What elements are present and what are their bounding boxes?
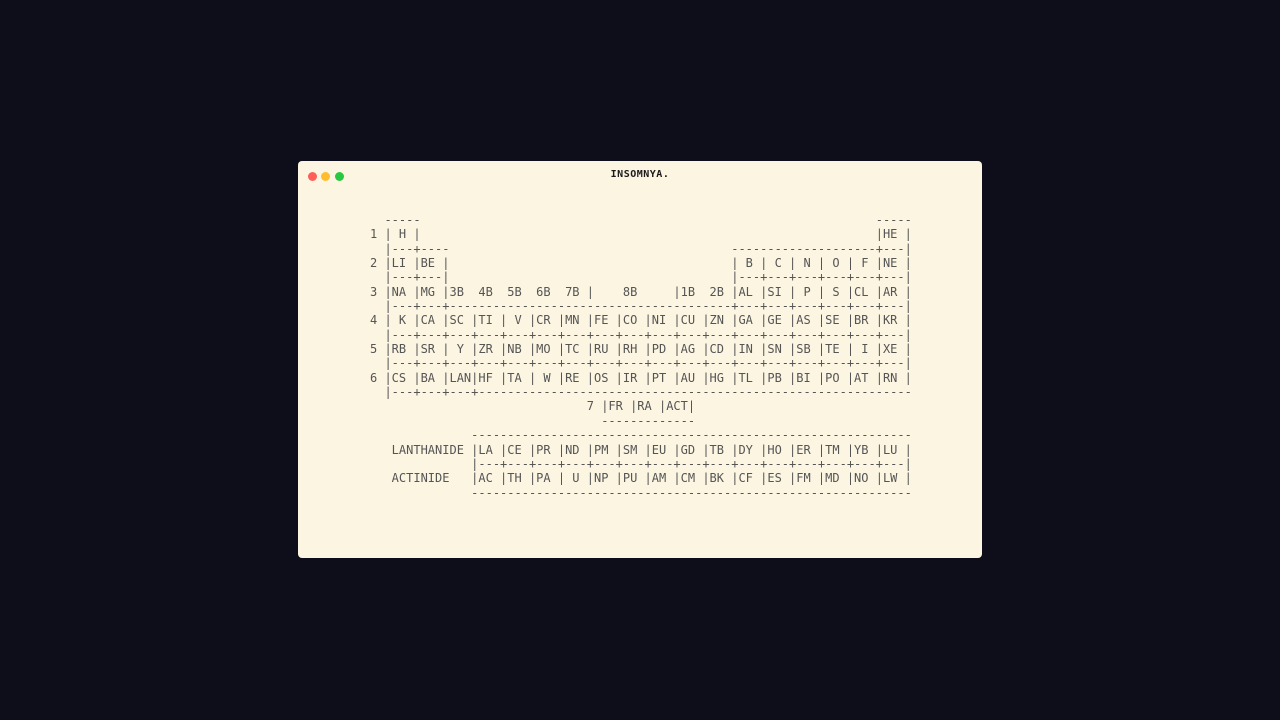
ascii-periodic-table: ----- ----- 1 | H | |HE | |---+---- -- [370,213,912,500]
table-line: |---+---+-------------------------------… [370,299,912,314]
table-line: |---+---+---+---------------------------… [370,385,912,400]
app-window: INSOMNYA. ----- ----- 1 | H | |HE | |---+… [298,161,982,558]
table-line: |---+---+---+---+---+---+---+---+---+---… [370,356,912,371]
minimize-button[interactable] [321,172,330,181]
table-line: LANTHANIDE |LA |CE |PR |ND |PM |SM |EU |… [370,442,912,457]
table-line: |---+---- --------------------+---| [370,241,912,256]
maximize-button[interactable] [335,172,344,181]
table-line: |---+---+---+---+---+---+---+---+---+---… [370,327,912,342]
table-line: 3 |NA |MG |3B 4B 5B 6B 7B | 8B |1B 2B |A… [370,284,912,299]
close-button[interactable] [308,172,317,181]
table-line: |---+---| |---+---+---+---+---+---| [370,270,912,285]
table-line: 5 |RB |SR | Y |ZR |NB |MO |TC |RU |RH |P… [370,342,912,357]
table-line: 6 |CS |BA |LAN|HF |TA | W |RE |OS |IR |P… [370,370,912,385]
table-line: ----------------------------------------… [370,428,912,443]
table-line: 4 | K |CA |SC |TI | V |CR |MN |FE |CO |N… [370,313,912,328]
table-line: ------------- [370,413,696,428]
table-line: ACTINIDE |AC |TH |PA | U |NP |PU |AM |CM… [370,471,912,486]
table-line: ----- ----- [370,213,912,227]
table-line: 7 |FR |RA |ACT| [370,399,696,414]
table-line: 2 |LI |BE | | B | C | N | O | F |NE | [370,256,912,271]
window-title: INSOMNYA. [610,169,670,180]
table-line: ----------------------------------------… [370,485,912,500]
table-line: |---+---+---+---+---+---+---+---+---+---… [370,456,912,471]
table-line: 1 | H | |HE | [370,227,912,242]
